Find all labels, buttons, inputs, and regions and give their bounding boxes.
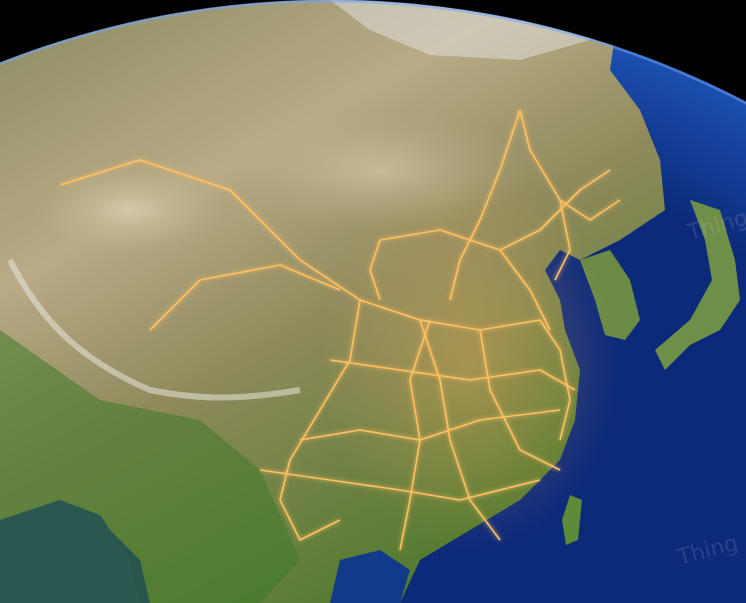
taklamakan: [35, 165, 225, 255]
railway-network: [59, 109, 621, 551]
rail-glow: [320, 170, 620, 550]
south-green: [0, 330, 300, 603]
taiwan: [562, 495, 582, 545]
japan: [655, 200, 740, 370]
gulf-tonkin: [330, 550, 410, 603]
himalaya-snow: [7, 258, 301, 401]
